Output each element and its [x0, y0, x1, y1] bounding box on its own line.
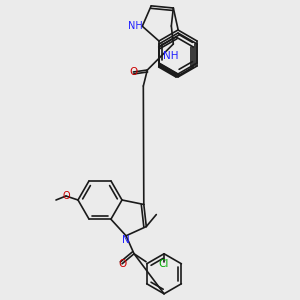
Text: NH: NH	[163, 51, 179, 61]
Text: O: O	[118, 259, 126, 269]
Text: N: N	[122, 235, 130, 245]
Text: Cl: Cl	[159, 259, 169, 269]
Text: O: O	[129, 67, 137, 77]
Text: NH: NH	[128, 21, 143, 31]
Text: O: O	[62, 191, 70, 201]
